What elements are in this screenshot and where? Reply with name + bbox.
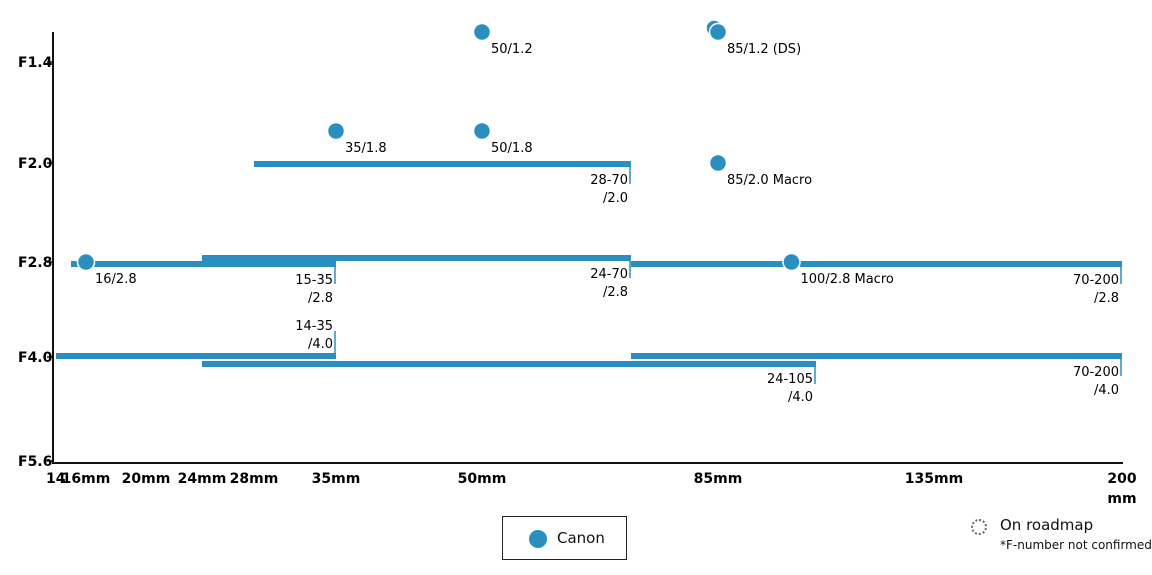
zoom-bar-24-105-4-0 bbox=[202, 361, 816, 367]
zoom-bar-70-200-2-8-label-range: 70-200 bbox=[1073, 273, 1119, 288]
prime-dot-85-1-2-ds-label: 85/1.2 (DS) bbox=[727, 42, 801, 57]
zoom-bar-70-200-2-8-label-aperture: /2.8 bbox=[1094, 291, 1119, 306]
x-tick-label-28mm: 28mm bbox=[230, 471, 279, 487]
x-tick-label-50mm: 50mm bbox=[458, 471, 507, 487]
x-tick-label-16mm: 16mm bbox=[62, 471, 111, 487]
x-tick-label-135mm: 135mm bbox=[905, 471, 963, 487]
prime-dot-100-2-8-macro-label: 100/2.8 Macro bbox=[801, 272, 894, 287]
legend-box: Canon bbox=[502, 516, 627, 560]
prime-dot-85-2-0-macro-label: 85/2.0 Macro bbox=[727, 173, 812, 188]
y-tick-label-f1-4: F1.4 bbox=[18, 55, 53, 71]
x-tick-label-200: 200 bbox=[1107, 471, 1136, 487]
zoom-bar-15-35-2-8-label-aperture: /2.8 bbox=[308, 291, 333, 306]
zoom-bar-24-105-4-0-label-range: 24-105 bbox=[767, 372, 813, 387]
prime-dot-35-1-8-label: 35/1.8 bbox=[345, 141, 387, 156]
zoom-bar-70-200-4-0 bbox=[631, 353, 1122, 359]
zoom-bar-70-200-4-0-label-range: 70-200 bbox=[1073, 365, 1119, 380]
x-axis-unit-label: mm bbox=[1107, 491, 1136, 507]
x-tick-label-35mm: 35mm bbox=[312, 471, 361, 487]
x-tick-label-20mm: 20mm bbox=[122, 471, 171, 487]
zoom-bar-15-35-2-8-label-range: 15-35 bbox=[295, 273, 333, 288]
prime-dot-50-1-8-label: 50/1.8 bbox=[491, 141, 533, 156]
prime-dot-16-2-8-label: 16/2.8 bbox=[95, 272, 137, 287]
x-tick-label-24mm: 24mm bbox=[178, 471, 227, 487]
zoom-bar-70-200-2-8 bbox=[631, 261, 1122, 267]
x-tick-label-14: 14 bbox=[46, 471, 66, 487]
zoom-bar-24-105-4-0-label-aperture: /4.0 bbox=[788, 390, 813, 405]
zoom-bar-14-35-4-0 bbox=[56, 353, 336, 359]
zoom-bar-24-70-2-8-label-range: 24-70 bbox=[590, 267, 628, 282]
zoom-bar-28-70-2-0-label-range: 28-70 bbox=[590, 173, 628, 188]
roadmap-dotted-circle-icon bbox=[971, 519, 987, 535]
zoom-bar-24-70-2-8 bbox=[202, 255, 631, 261]
y-tick-label-f2-0: F2.0 bbox=[18, 156, 53, 172]
prime-dot-85-1-2-ds bbox=[708, 22, 728, 42]
zoom-bar-15-35-2-8 bbox=[71, 261, 336, 267]
prime-dot-16-2-8 bbox=[76, 252, 96, 272]
zoom-bar-28-70-2-0 bbox=[254, 161, 631, 167]
roadmap-legend-label: On roadmap bbox=[1000, 516, 1094, 534]
zoom-bar-14-35-4-0-label-aperture: /4.0 bbox=[308, 337, 333, 352]
prime-dot-85-2-0-macro bbox=[708, 153, 728, 173]
canon-legend-marker bbox=[529, 530, 547, 548]
zoom-bar-14-35-4-0-label-range: 14-35 bbox=[295, 319, 333, 334]
prime-dot-100-2-8-macro bbox=[782, 252, 801, 272]
prime-dot-50-1-2 bbox=[472, 22, 492, 42]
zoom-bar-70-200-4-0-label-aperture: /4.0 bbox=[1094, 383, 1119, 398]
zoom-bar-28-70-2-0-label-aperture: /2.0 bbox=[603, 191, 628, 206]
canon-legend-label: Canon bbox=[557, 529, 605, 547]
x-tick-label-85mm: 85mm bbox=[694, 471, 743, 487]
prime-dot-50-1-2-label: 50/1.2 bbox=[491, 42, 533, 57]
zoom-bar-24-70-2-8-label-aperture: /2.8 bbox=[603, 285, 628, 300]
y-tick-label-f5-6: F5.6 bbox=[18, 454, 52, 470]
roadmap-footnote: *F-number not confirmed bbox=[1000, 538, 1152, 552]
y-tick-label-f2-8: F2.8 bbox=[18, 255, 52, 271]
prime-dot-35-1-8 bbox=[326, 121, 346, 141]
prime-dot-50-1-8 bbox=[472, 121, 492, 141]
y-tick-label-f4-0: F4.0 bbox=[18, 350, 53, 366]
